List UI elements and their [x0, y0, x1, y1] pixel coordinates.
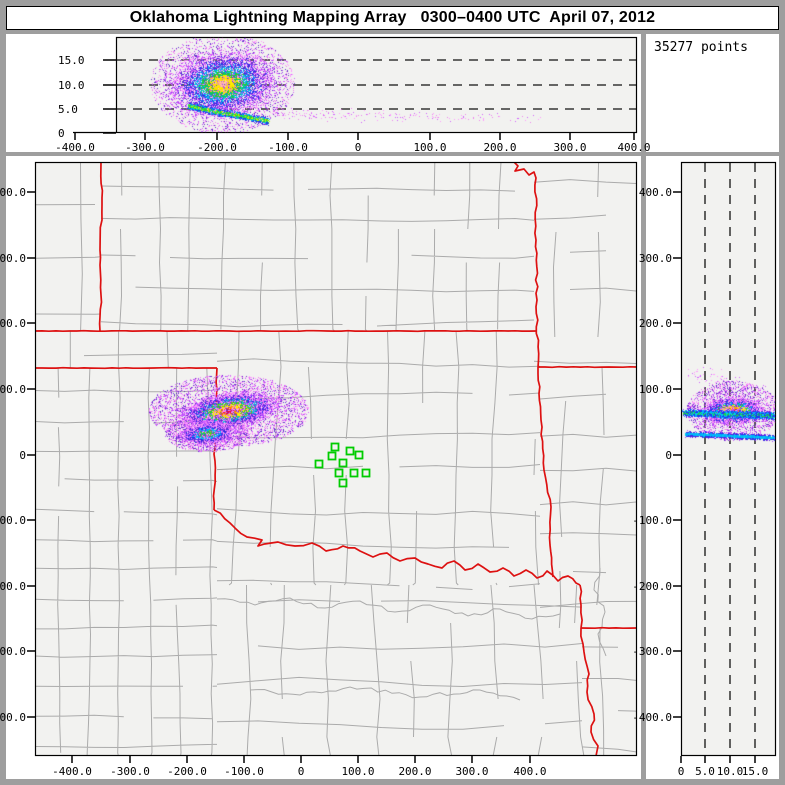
tick-label: 0 — [678, 765, 685, 778]
tick-label: -100.0 — [0, 514, 26, 527]
tick-label: 0 — [665, 449, 672, 462]
tick-label: 10.0 — [717, 765, 744, 778]
tick-label: -300.0 — [632, 645, 672, 658]
tick-label: -300.0 — [125, 141, 165, 154]
state-border-line — [35, 329, 537, 333]
tick-label: 300.0 — [553, 141, 586, 154]
tick-label: -300.0 — [0, 645, 26, 658]
tick-label: 300.0 — [455, 765, 488, 778]
tick-label: -100.0 — [224, 765, 264, 778]
tick-label: -200.0 — [632, 580, 672, 593]
tick-label: -200.0 — [197, 141, 237, 154]
tick-label: 0 — [298, 765, 305, 778]
tick-label: -100.0 — [268, 141, 308, 154]
state-border-line — [580, 626, 637, 630]
tick-label: 200.0 — [639, 317, 672, 330]
tick-label: -400.0 — [52, 765, 92, 778]
tick-label: 15.0 — [742, 765, 769, 778]
tick-label: -200.0 — [0, 580, 26, 593]
tick-label: -400.0 — [0, 711, 26, 724]
tick-label: 200.0 — [483, 141, 516, 154]
tick-label: 200.0 — [0, 317, 26, 330]
tick-label: 100.0 — [413, 141, 446, 154]
tick-label: 100.0 — [639, 383, 672, 396]
tick-label: -400.0 — [632, 711, 672, 724]
tick-label: 15.0 — [58, 54, 85, 67]
tick-label: 400.0 — [0, 186, 26, 199]
tick-label: 0 — [58, 127, 65, 140]
plot-area-ns[interactable] — [681, 162, 776, 756]
tick-label: 10.0 — [58, 79, 85, 92]
tick-label: 5.0 — [695, 765, 715, 778]
tick-label: 300.0 — [639, 252, 672, 265]
tick-label: 100.0 — [0, 383, 26, 396]
tick-label: 0 — [355, 141, 362, 154]
tick-label: 5.0 — [58, 103, 78, 116]
tick-label: 100.0 — [341, 765, 374, 778]
tick-label: -400.0 — [55, 141, 95, 154]
tick-label: 400.0 — [617, 141, 650, 154]
state-border-line — [538, 365, 637, 369]
tick-label: -100.0 — [632, 514, 672, 527]
tick-label: 400.0 — [639, 186, 672, 199]
tick-label: -300.0 — [110, 765, 150, 778]
tick-label: -200.0 — [167, 765, 207, 778]
tick-label: 200.0 — [398, 765, 431, 778]
tick-label: 400.0 — [513, 765, 546, 778]
state-border-line — [35, 366, 217, 370]
tick-label: 0 — [19, 449, 26, 462]
tick-label: 300.0 — [0, 252, 26, 265]
